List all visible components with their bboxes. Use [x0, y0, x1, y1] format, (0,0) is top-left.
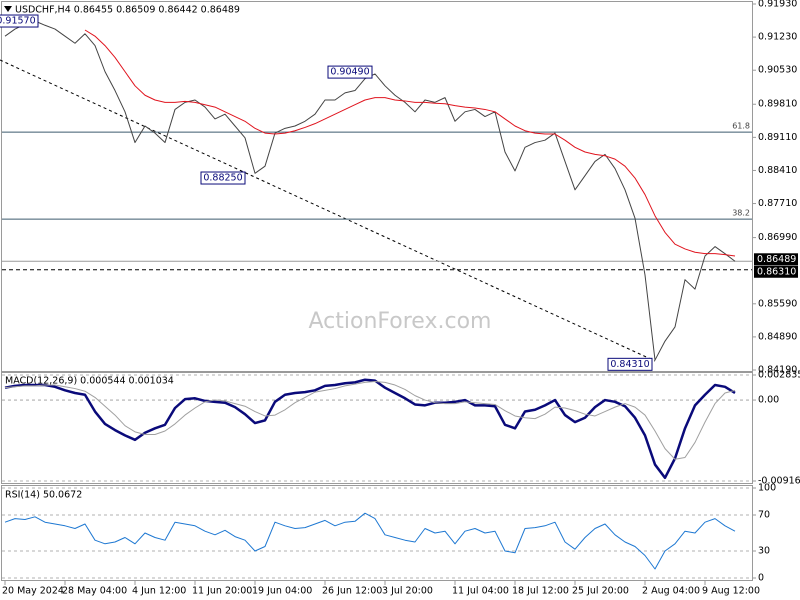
price-label: 0.86310: [757, 266, 796, 277]
x-tick-label: 9 Aug 12:00: [702, 586, 760, 597]
x-tick-label: 11 Jun 20:00: [192, 586, 252, 597]
y-tick-label: 0: [758, 573, 764, 584]
macd-panel: [1, 372, 753, 484]
y-tick-label: 0.86990: [758, 232, 797, 243]
chart-title: USDCHF,H4 0.86455 0.86509 0.86442 0.8648…: [15, 5, 240, 16]
annotation-box: [607, 357, 653, 371]
annotation-box: [200, 171, 246, 185]
annotation-label: 0.88250: [203, 173, 242, 184]
x-tick-label: 3 Jul 20:00: [382, 586, 433, 597]
y-tick-label: 0.00: [758, 395, 779, 406]
annotation-label: 0.84310: [610, 359, 649, 370]
y-tick-label: 0.85590: [758, 298, 797, 309]
macd-title: MACD(12,26,9) 0.000544 0.001034: [5, 376, 174, 387]
fib-label: 38.2: [732, 209, 750, 218]
rsi-panel: [1, 485, 753, 581]
rsi-title: RSI(14) 50.0672: [5, 490, 82, 501]
trendline: [0, 59, 656, 362]
y-tick-label: 70: [758, 510, 770, 521]
x-tick-label: 28 May 04:00: [62, 586, 127, 597]
x-tick-label: 11 Jul 04:00: [452, 586, 509, 597]
y-tick-label: 30: [758, 546, 770, 557]
menu-arrow: [4, 6, 12, 12]
price-label-box: [754, 265, 798, 278]
x-tick-label: 2 Aug 04:00: [642, 586, 700, 597]
y-tick-label: 0.91230: [758, 32, 797, 43]
annotation-label: 0.91570: [0, 16, 36, 27]
annotation-label: 0.90490: [330, 67, 369, 78]
series-line: [4, 378, 736, 480]
watermark: ActionForex.com: [309, 309, 492, 334]
x-tick-label: 18 Jul 12:00: [512, 586, 569, 597]
x-tick-label: 26 Jun 12:00: [322, 586, 382, 597]
annotation-box: [0, 14, 39, 28]
y-tick-label: 0.87710: [758, 198, 797, 209]
series-line: [4, 380, 736, 460]
price-panel: [1, 1, 753, 372]
x-tick-label: 20 May 2024: [2, 586, 64, 597]
y-tick-label: 0.84190: [758, 365, 797, 376]
y-tick-label: 0.89110: [758, 132, 797, 143]
y-tick-label: 0.88410: [758, 165, 797, 176]
fib-label: 61.8: [732, 122, 750, 131]
x-tick-label: 4 Jun 12:00: [132, 586, 186, 597]
price-label-box: [754, 253, 798, 266]
x-tick-label: 19 Jun 04:00: [252, 586, 312, 597]
y-tick-label: 0.91930: [758, 0, 797, 10]
x-tick-label: 25 Jul 20:00: [572, 586, 629, 597]
annotation-box: [327, 65, 373, 79]
y-tick-label: 100: [758, 483, 776, 494]
series-line: [4, 512, 736, 570]
y-tick-label: 0.90530: [758, 65, 797, 76]
series-line: [84, 29, 736, 257]
y-tick-label: 0.89810: [758, 99, 797, 110]
y-tick-label: 0.84890: [758, 331, 797, 342]
price-label: 0.86489: [757, 254, 796, 265]
y-tick-label: 0.002835: [758, 370, 800, 381]
